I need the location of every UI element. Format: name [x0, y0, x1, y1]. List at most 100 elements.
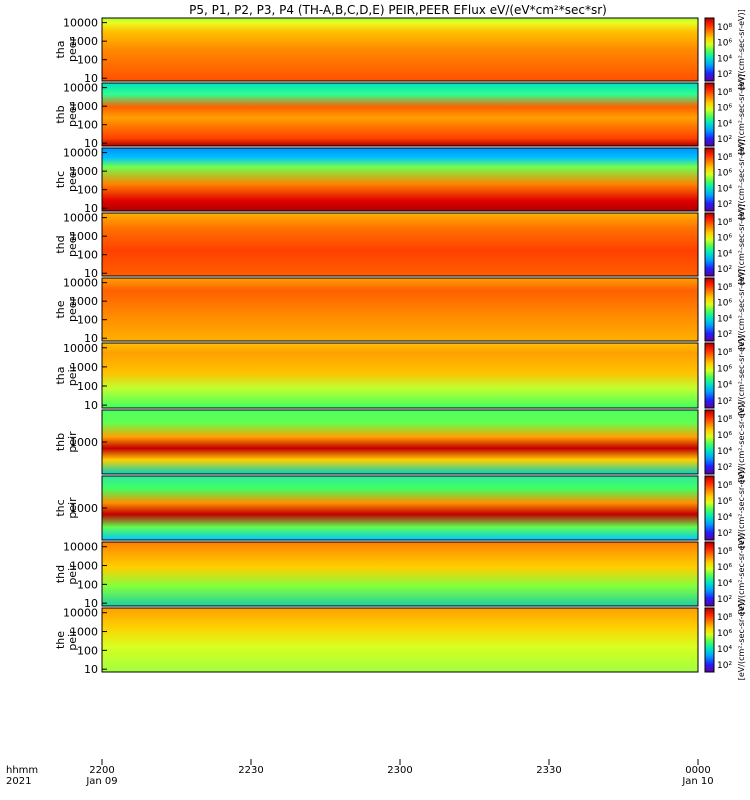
- panel-frame: [101, 212, 699, 277]
- ytick-label: 10000: [63, 541, 98, 554]
- panel-ylabel: thepeir: [54, 629, 79, 651]
- colorbar-tick-label: 10⁴: [717, 513, 732, 523]
- colorbar-tick-label: 10²: [717, 135, 732, 145]
- heatmap-image: [102, 278, 698, 341]
- colorbar-label: [eV/(cm²-sec-sr-eV)]: [737, 335, 746, 415]
- colorbar: [704, 475, 715, 541]
- colorbar-label: [eV/(cm²-sec-sr-eV)]: [737, 139, 746, 219]
- ytick-label: 10000: [63, 17, 98, 30]
- colorbar-tick-label: 10²: [717, 200, 732, 210]
- panel-thb-peer: thbpeer 10 100 1000 10000 10² 10⁴ 10⁶ 10⁸ [eV/(cm…: [54, 74, 746, 154]
- heatmap-image: [102, 343, 698, 408]
- colorbar-tick-label: 10²: [717, 529, 732, 539]
- colorbar-tick-label: 10⁴: [717, 119, 732, 129]
- colorbar-tick-label: 10⁸: [717, 547, 732, 557]
- ytick-label: 1000: [70, 626, 98, 639]
- ytick-label: 10: [84, 137, 98, 150]
- heatmap-image: [102, 410, 698, 474]
- panel-ylabel: thcpeir: [54, 497, 79, 519]
- panel-ylabel: thdpeir: [54, 563, 79, 585]
- colorbar-tick-label: 10⁸: [717, 23, 732, 33]
- colorbar: [704, 17, 715, 82]
- ytick-label: 100: [77, 644, 98, 657]
- colorbar: [704, 212, 715, 277]
- colorbar-tick-label: 10⁸: [717, 613, 732, 623]
- panel-ylabel: thapeer: [54, 37, 79, 63]
- colorbar: [704, 342, 715, 409]
- panel-frame: [101, 342, 699, 409]
- ytick-label: 10000: [63, 607, 98, 620]
- colorbar-tick-label: 10⁸: [717, 415, 732, 425]
- xtick-label: 2200: [89, 765, 114, 776]
- heatmap-image: [102, 213, 698, 276]
- ytick-label: 100: [77, 54, 98, 67]
- xtick-label: 2330: [536, 765, 561, 776]
- colorbar: [704, 409, 715, 475]
- ytick-label: 10000: [63, 277, 98, 290]
- ytick-label: 1000: [70, 295, 98, 308]
- panel-frame: [101, 17, 699, 82]
- heatmap-image: [102, 476, 698, 540]
- ytick-label: 100: [77, 578, 98, 591]
- colorbar-tick-label: 10⁸: [717, 348, 732, 358]
- heatmap-image: [102, 148, 698, 211]
- time-row2-label: 2021: [6, 776, 31, 787]
- heatmap-image: [102, 83, 698, 146]
- colorbar-label: [eV/(cm²-sec-sr-eV)]: [737, 269, 746, 349]
- colorbar-label: [eV/(cm²-sec-sr-eV)]: [737, 534, 746, 614]
- colorbar-tick-label: 10²: [717, 463, 732, 473]
- colorbar-tick-label: 10⁴: [717, 381, 732, 391]
- colorbar-tick-label: 10⁶: [717, 563, 732, 573]
- colorbar-tick-label: 10⁸: [717, 153, 732, 163]
- date-label-start: Jan 09: [85, 776, 117, 787]
- colorbar: [704, 147, 715, 212]
- colorbar-tick-label: 10⁸: [717, 88, 732, 98]
- ytick-label: 100: [77, 314, 98, 327]
- colorbar-label: [eV/(cm²-sec-sr-eV)]: [737, 402, 746, 482]
- xtick-label: 2230: [238, 765, 263, 776]
- colorbar: [704, 82, 715, 147]
- colorbar-tick-label: 10²: [717, 70, 732, 80]
- colorbar-label: [eV/(cm²-sec-sr-eV)]: [737, 9, 746, 89]
- ytick-label: 1000: [70, 436, 98, 449]
- panel-tha-peir: thapeir 10 100 1000 10000 10² 10⁴ 10⁶ 10⁸ [eV/(cm…: [54, 335, 746, 415]
- colorbar-tick-label: 10⁸: [717, 218, 732, 228]
- colorbar-label: [eV/(cm²-sec-sr-eV)]: [737, 204, 746, 284]
- colorbar: [704, 277, 715, 342]
- ytick-label: 10: [84, 72, 98, 85]
- colorbar-tick-label: 10²: [717, 661, 732, 671]
- colorbar-tick-label: 10⁴: [717, 579, 732, 589]
- panel-tha-peer: thapeer 10 100 1000 10000 10² 10⁴ 10⁶ 10⁸ [eV/(cm…: [54, 9, 746, 89]
- colorbar-tick-label: 10²: [717, 265, 732, 275]
- ytick-label: 10: [84, 597, 98, 610]
- xtick-label: 2300: [387, 765, 412, 776]
- colorbar-tick-label: 10⁴: [717, 645, 732, 655]
- colorbar-tick-label: 10⁶: [717, 299, 732, 309]
- colorbar-tick-label: 10⁴: [717, 249, 732, 259]
- colorbar: [704, 541, 715, 607]
- ytick-label: 10: [84, 332, 98, 345]
- panel-the-peir: thepeir 10 100 1000 10000 10² 10⁴ 10⁶ 10⁸ [eV/(cm…: [54, 600, 746, 680]
- ytick-label: 1000: [70, 165, 98, 178]
- ytick-label: 1000: [70, 35, 98, 48]
- ytick-label: 10: [84, 202, 98, 215]
- heatmap-image: [102, 542, 698, 606]
- ytick-label: 10000: [63, 147, 98, 160]
- panel-the-peer: thepeer 10 100 1000 10000 10² 10⁴ 10⁶ 10⁸ [eV/(cm…: [54, 269, 746, 349]
- colorbar-tick-label: 10⁶: [717, 104, 732, 114]
- ytick-label: 10: [84, 663, 98, 676]
- panel-thc-peer: thcpeer 10 100 1000 10000 10² 10⁴ 10⁶ 10⁸ [eV/(cm…: [54, 139, 746, 219]
- ytick-label: 1000: [70, 560, 98, 573]
- panel-thd-peir: thdpeir 10 100 1000 10000 10² 10⁴ 10⁶ 10⁸ [eV/(cm…: [54, 534, 746, 614]
- panel-frame: [101, 82, 699, 147]
- ytick-label: 1000: [70, 100, 98, 113]
- ytick-label: 10000: [63, 342, 98, 355]
- colorbar: [704, 607, 715, 673]
- panel-thd-peer: thdpeer 10 100 1000 10000 10² 10⁴ 10⁶ 10⁸ [eV/(cm…: [54, 204, 746, 284]
- heatmap-image: [102, 18, 698, 81]
- ytick-label: 100: [77, 119, 98, 132]
- panel-ylabel: thcpeer: [54, 167, 79, 193]
